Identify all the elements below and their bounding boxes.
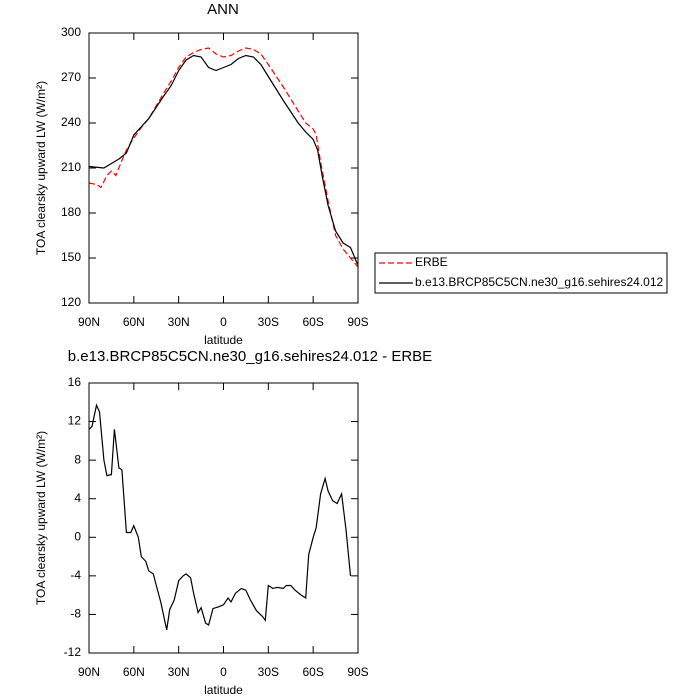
x-axis-label: latitude xyxy=(204,683,243,697)
y-tick-label: 300 xyxy=(61,25,81,39)
chart-title: b.e13.BRCP85C5CN.ne30_g16.sehires24.012 … xyxy=(68,348,432,365)
x-tick-label: 0 xyxy=(220,315,227,329)
y-axis-label: TOA clearsky upward LW (W/m²) xyxy=(34,431,48,605)
legend-box xyxy=(374,252,668,294)
y-tick-label: 12 xyxy=(68,414,82,428)
y-tick-label: 270 xyxy=(61,70,81,84)
y-tick-label: 120 xyxy=(61,295,81,309)
x-tick-label: 30N xyxy=(168,665,190,679)
x-tick-label: 60N xyxy=(123,315,145,329)
x-tick-label: 60N xyxy=(123,665,145,679)
x-tick-label: 60S xyxy=(302,315,323,329)
y-tick-label: 240 xyxy=(61,115,81,129)
y-tick-label: -12 xyxy=(64,645,82,659)
y-tick-label: 180 xyxy=(61,205,81,219)
x-tick-label: 90N xyxy=(78,315,100,329)
data-line xyxy=(88,54,359,266)
y-tick-label: 4 xyxy=(74,491,81,505)
plot-frame xyxy=(88,382,359,654)
x-tick-label: 30S xyxy=(258,665,279,679)
x-tick-label: 30S xyxy=(258,315,279,329)
y-tick-label: 210 xyxy=(61,160,81,174)
y-tick-label: -4 xyxy=(70,568,81,582)
chart-title: ANN xyxy=(207,1,239,18)
y-axis-label: TOA clearsky upward LW (W/m²) xyxy=(34,81,48,255)
x-tick-label: 30N xyxy=(168,315,190,329)
x-tick-label: 90S xyxy=(347,665,368,679)
y-tick-label: 16 xyxy=(68,375,82,389)
y-tick-label: -8 xyxy=(70,607,81,621)
x-tick-label: 90S xyxy=(347,315,368,329)
x-tick-label: 60S xyxy=(302,665,323,679)
y-tick-label: 0 xyxy=(74,529,81,543)
legend-label: ERBE xyxy=(415,255,448,269)
x-tick-label: 0 xyxy=(220,665,227,679)
x-axis-label: latitude xyxy=(204,333,243,347)
y-tick-label: 150 xyxy=(61,250,81,264)
data-line xyxy=(88,403,352,631)
data-line xyxy=(88,47,359,268)
plot-frame xyxy=(88,32,359,304)
y-tick-label: 8 xyxy=(74,452,81,466)
x-tick-label: 90N xyxy=(78,665,100,679)
legend-label: b.e13.BRCP85C5CN.ne30_g16.sehires24.012 xyxy=(415,275,663,289)
